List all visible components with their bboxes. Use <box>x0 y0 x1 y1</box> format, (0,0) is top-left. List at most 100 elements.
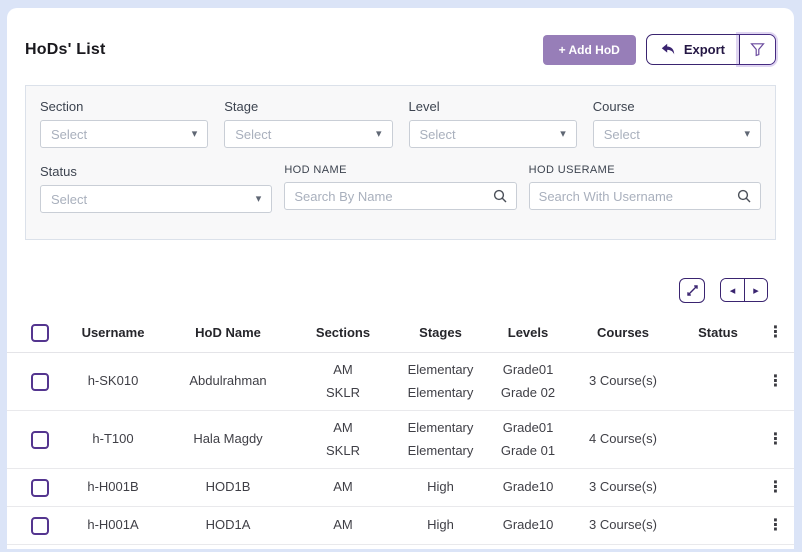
cell-levels: Grade01 Grade 01 <box>500 419 556 458</box>
hod-name-label: HOD NAME <box>284 164 347 176</box>
cell-sections: AM SKLR <box>326 419 360 458</box>
cell-sections: AM SKLR <box>326 361 360 400</box>
filter-panel: Section Select ▾ Stage Select ▾ Level Se… <box>25 85 776 240</box>
col-username: Username <box>81 325 145 340</box>
cell-hod-name: Hala Magdy <box>193 431 263 447</box>
filter-toggle-button[interactable] <box>739 35 775 64</box>
cell-hod-name: Abdulrahman <box>189 373 267 389</box>
cell-stages: Elementary Elementary <box>407 419 474 458</box>
cell-sections: AM <box>333 517 353 533</box>
level-select-value: Select <box>419 126 456 142</box>
cell-sections: AM <box>333 479 353 495</box>
funnel-icon <box>750 42 765 57</box>
cell-hod-name: HOD1A <box>205 517 251 533</box>
filter-hod-name: HOD NAME <box>284 164 517 213</box>
cell-courses: 3 Course(s) <box>589 517 657 533</box>
cell-stages: Elementary Elementary <box>407 361 474 400</box>
level-label: Level <box>408 99 440 114</box>
cell-levels: Grade01 Grade 02 <box>500 361 556 400</box>
cell-hod-name: HOD1B <box>205 479 251 495</box>
section-select-value: Select <box>51 126 88 142</box>
chevron-down-icon: ▾ <box>191 127 198 140</box>
level-select[interactable]: Select ▾ <box>408 120 577 148</box>
table-row: h-T100 Hala Magdy AM SKLR Elementary Ele… <box>7 411 794 469</box>
cell-stages: High <box>427 517 454 533</box>
table-row: h-H001A HOD1A AM High Grade10 3 Course(s… <box>7 507 794 545</box>
stage-select[interactable]: Select ▾ <box>224 120 393 148</box>
filter-stage: Stage Select ▾ <box>224 99 393 148</box>
hod-username-search-input[interactable] <box>538 188 737 204</box>
status-select-value: Select <box>51 191 88 207</box>
hods-table: Username HoD Name Sections Stages Levels… <box>7 313 794 545</box>
add-hod-button[interactable]: + Add HoD <box>542 34 636 65</box>
cell-username: h-SK010 <box>87 373 139 389</box>
expand-table-button[interactable] <box>679 277 705 303</box>
filter-status: Status Select ▾ <box>40 164 273 213</box>
col-levels: Levels <box>507 325 549 340</box>
cell-levels: Grade10 <box>502 479 554 495</box>
table-row: h-SK010 Abdulrahman AM SKLR Elementary E… <box>7 353 794 411</box>
content-card: HoDs' List + Add HoD Export <box>7 8 794 549</box>
export-filter-group: Export <box>645 34 776 65</box>
row-checkbox[interactable] <box>31 372 49 391</box>
row-checkbox[interactable] <box>31 516 49 535</box>
table-pager: ◂ ▸ <box>720 278 768 302</box>
section-label: Section <box>40 99 84 114</box>
arrow-left-icon: ◂ <box>729 284 736 297</box>
course-select-value: Select <box>603 126 640 142</box>
stage-label: Stage <box>224 99 259 114</box>
row-checkbox[interactable] <box>31 478 49 497</box>
filter-level: Level Select ▾ <box>408 99 577 148</box>
cell-courses: 3 Course(s) <box>589 479 657 495</box>
col-courses: Courses <box>596 325 650 340</box>
search-icon <box>493 189 507 203</box>
header-kebab-menu-icon[interactable]: ⋮ <box>767 323 784 341</box>
arrow-right-icon: ▸ <box>753 284 759 297</box>
cell-courses: 4 Course(s) <box>589 431 657 447</box>
export-button-label: Export <box>683 42 725 57</box>
col-stages: Stages <box>419 325 462 340</box>
cell-stages: High <box>427 479 454 495</box>
course-label: Course <box>592 99 635 114</box>
chevron-down-icon: ▾ <box>560 127 566 140</box>
filter-row-1: Section Select ▾ Stage Select ▾ Level Se… <box>40 99 761 148</box>
hod-name-search-box <box>284 182 517 210</box>
chevron-down-icon: ▾ <box>255 192 262 205</box>
row-checkbox[interactable] <box>31 430 49 449</box>
col-status: Status <box>698 325 738 340</box>
page-title: HoDs' List <box>25 40 106 58</box>
row-kebab-menu-icon[interactable]: ⋮ <box>767 372 784 390</box>
table-header-row: Username HoD Name Sections Stages Levels… <box>7 313 794 353</box>
filter-row-2: Status Select ▾ HOD NAME H <box>40 164 761 213</box>
row-kebab-menu-icon[interactable]: ⋮ <box>767 516 784 534</box>
cell-levels: Grade10 <box>502 517 554 533</box>
filter-hod-username: HOD USERAME <box>528 164 761 213</box>
next-page-button[interactable]: ▸ <box>744 279 767 301</box>
table-controls: ◂ ▸ <box>7 277 768 303</box>
reply-arrow-icon <box>661 43 676 56</box>
header-actions: + Add HoD Export <box>542 34 776 65</box>
prev-page-button[interactable]: ◂ <box>721 279 744 301</box>
status-select[interactable]: Select ▾ <box>40 185 273 213</box>
cell-username: h-T100 <box>92 431 134 447</box>
filter-course: Course Select ▾ <box>592 99 761 148</box>
header: HoDs' List + Add HoD Export <box>7 8 794 85</box>
chevron-down-icon: ▾ <box>744 127 750 140</box>
row-kebab-menu-icon[interactable]: ⋮ <box>767 430 784 448</box>
select-all-checkbox[interactable] <box>31 323 49 342</box>
hod-name-search-input[interactable] <box>294 188 493 204</box>
col-sections: Sections <box>315 325 371 340</box>
cell-username: h-H001A <box>87 517 139 533</box>
stage-select-value: Select <box>235 126 272 142</box>
hod-username-label: HOD USERAME <box>528 164 615 176</box>
status-label: Status <box>40 164 77 179</box>
section-select[interactable]: Select ▾ <box>40 120 209 148</box>
row-kebab-menu-icon[interactable]: ⋮ <box>767 478 784 496</box>
col-hod-name: HoD Name <box>195 325 261 340</box>
filter-section: Section Select ▾ <box>40 99 209 148</box>
cell-username: h-H001B <box>87 479 139 495</box>
course-select[interactable]: Select ▾ <box>592 120 761 148</box>
export-button[interactable]: Export <box>647 35 739 64</box>
cell-courses: 3 Course(s) <box>589 373 657 389</box>
